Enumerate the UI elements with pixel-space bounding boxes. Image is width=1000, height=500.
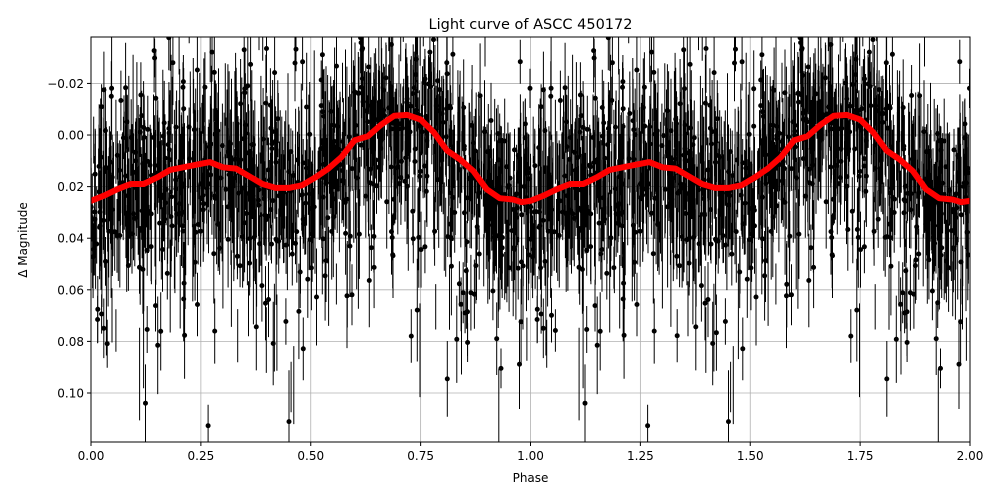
y-tick-label: 0.10 [57,386,84,400]
x-tick-label: 0.75 [407,449,434,463]
x-tick-label: 1.50 [737,449,764,463]
x-tick-label: 1.75 [847,449,874,463]
y-tick-label: 0.00 [57,129,84,143]
x-tick-label: 1.00 [517,449,544,463]
y-tick-label: 0.08 [57,335,84,349]
x-tick-label: 0.50 [297,449,324,463]
binned-mean-curve [91,111,970,206]
x-axis-ticks: 0.00 0.25 0.50 0.75 1.00 1.25 1.50 1.75 2.00 [78,442,984,463]
y-axis-ticks: −0.02 0.00 0.02 0.04 0.06 0.08 0.10 [47,77,91,400]
y-tick-label: −0.02 [47,77,84,91]
y-tick-label: 0.02 [57,180,84,194]
x-tick-label: 0.00 [78,449,105,463]
x-tick-label: 0.25 [188,449,215,463]
observation-errorbars [91,37,970,442]
observation-points [91,37,970,429]
x-tick-label: 2.00 [957,449,984,463]
chart-title: Light curve of ASCC 450172 [429,17,633,33]
y-tick-label: 0.06 [57,283,84,297]
y-tick-label: 0.04 [57,232,84,246]
x-axis-label: Phase [513,471,549,485]
y-axis-label: Δ Magnitude [16,202,30,278]
x-tick-label: 1.25 [627,449,654,463]
mean-curve-line [91,111,970,206]
